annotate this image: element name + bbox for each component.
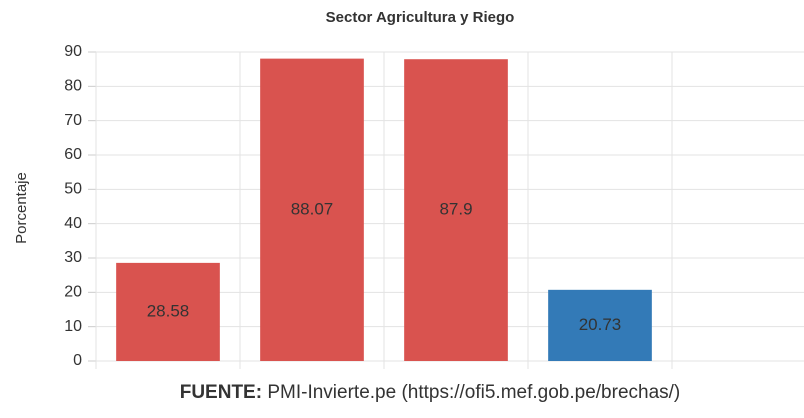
- source-label: FUENTE:: [180, 382, 262, 403]
- y-tick-label: 10: [64, 318, 82, 335]
- bar: [548, 289, 652, 361]
- data-label: 20.73: [579, 315, 622, 334]
- y-tick-label: 90: [64, 43, 82, 60]
- y-tick-label: 80: [64, 78, 82, 95]
- data-label: 28.58: [147, 301, 190, 320]
- y-tick-label: 60: [64, 146, 82, 163]
- data-label: 88.07: [291, 199, 334, 218]
- y-tick-label: 30: [64, 249, 82, 266]
- data-label: 87.9: [439, 200, 472, 219]
- source-note: FUENTE: PMI-Invierte.pe (https://ofi5.me…: [180, 382, 681, 403]
- y-tick-label: 40: [64, 215, 82, 232]
- bar: [404, 59, 508, 362]
- y-tick-label: 0: [73, 352, 82, 369]
- y-tick-label: 50: [64, 181, 82, 198]
- bar: [260, 58, 364, 361]
- y-tick-label: 20: [64, 284, 82, 301]
- chart-title: Sector Agricultura y Riego: [326, 9, 515, 26]
- bar: [116, 262, 220, 361]
- y-tick-label: 70: [64, 112, 82, 129]
- source-text: PMI-Invierte.pe (https://ofi5.mef.gob.pe…: [267, 382, 680, 403]
- y-axis-label: Porcentaje: [13, 172, 30, 244]
